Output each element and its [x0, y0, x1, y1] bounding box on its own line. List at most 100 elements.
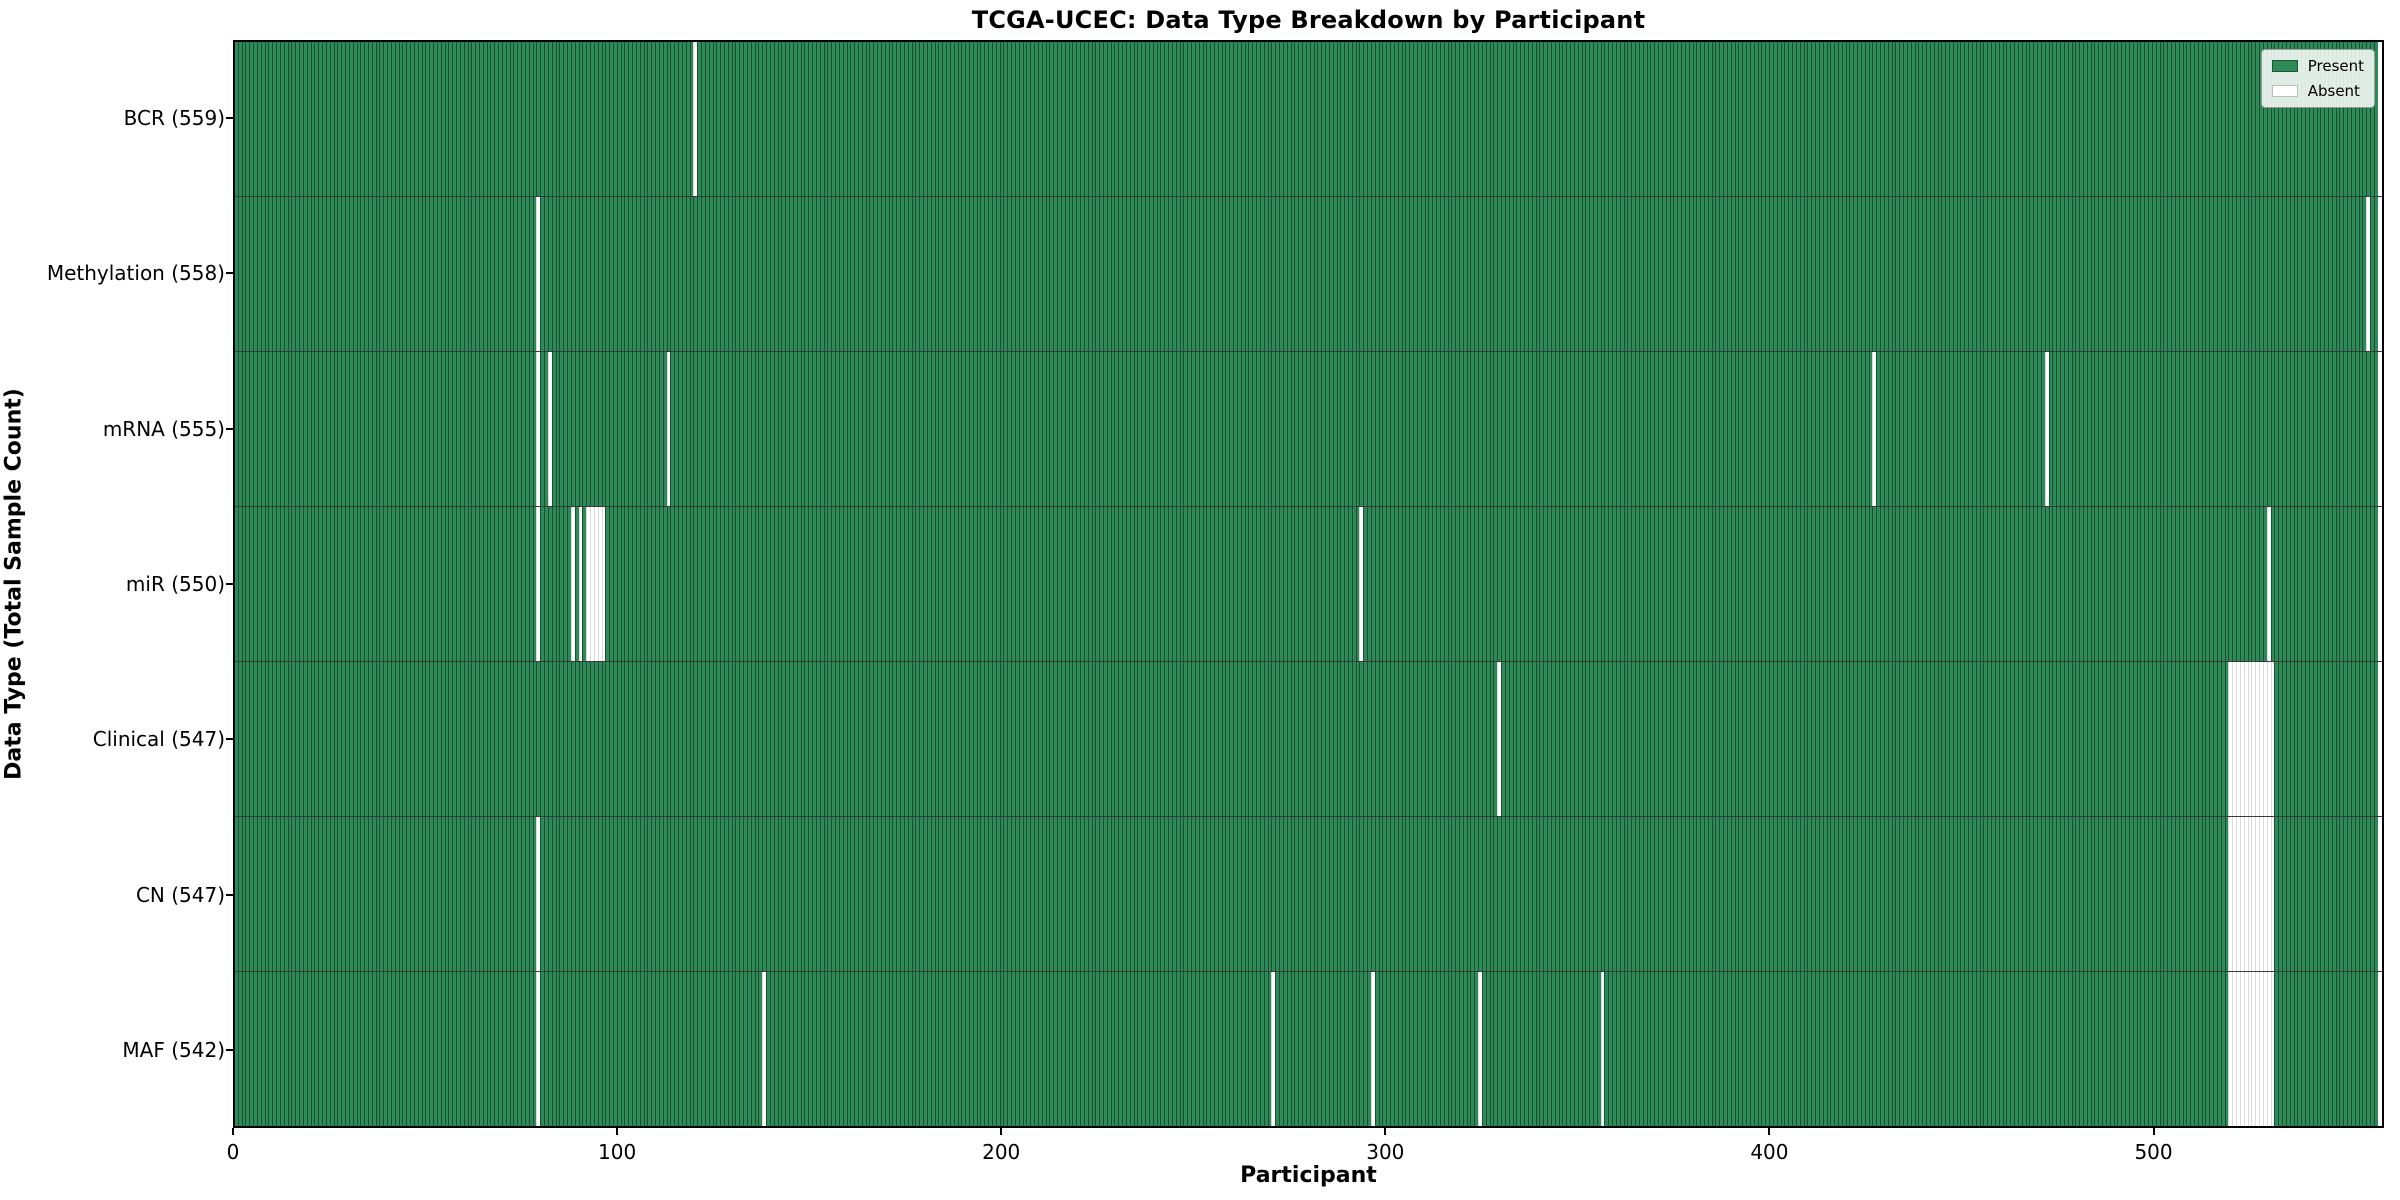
participant-cell: [1776, 662, 1781, 816]
participant-cell: [2102, 352, 2106, 506]
participant-cell: [1393, 817, 1398, 971]
participant-cell: [750, 817, 755, 971]
participant-cell: [1072, 197, 1077, 351]
participant-cell: [1887, 507, 1892, 661]
participant-cell: [647, 42, 652, 196]
participant-cell: [846, 352, 851, 506]
participant-cell: [559, 817, 564, 971]
participant-cell: [1508, 817, 1513, 971]
participant-cell: [1673, 42, 1678, 196]
participant-cell: [310, 662, 315, 816]
participant-cell: [318, 352, 323, 506]
participant-cell: [268, 662, 273, 816]
participant-cell: [1351, 972, 1356, 1126]
participant-cell: [2174, 817, 2179, 971]
participant-cell: [2362, 972, 2367, 1126]
participant-cell: [1053, 972, 1058, 1126]
participant-cell: [624, 42, 629, 196]
participant-cell: [2037, 197, 2041, 351]
participant-cell: [1305, 972, 1310, 1126]
participant-cell: [2148, 972, 2152, 1126]
participant-cell: [612, 662, 617, 816]
participant-cell: [2048, 507, 2053, 661]
participant-cell: [1841, 662, 1846, 816]
participant-cell: [345, 352, 349, 506]
participant-cell: [1769, 507, 1773, 661]
participant-cell: [1757, 507, 1762, 661]
participant-cell: [1194, 972, 1199, 1126]
participant-cell: [513, 817, 518, 971]
participant-cell: [452, 972, 457, 1126]
participant-cell: [942, 197, 947, 351]
participant-cell: [681, 507, 686, 661]
participant-cell: [1658, 352, 1662, 506]
participant-cell: [1455, 662, 1459, 816]
participant-cell: [1011, 972, 1015, 1126]
participant-cell: [348, 662, 353, 816]
participant-cell: [398, 972, 403, 1126]
participant-cell: [1516, 197, 1521, 351]
participant-cell: [295, 817, 300, 971]
participant-cell: [1405, 42, 1410, 196]
participant-cell: [674, 352, 679, 506]
participant-cell: [1202, 662, 1207, 816]
participant-cell: [387, 42, 391, 196]
participant-cell: [1489, 197, 1494, 351]
participant-cell: [1187, 972, 1192, 1126]
participant-cell: [1581, 662, 1586, 816]
participant-cell: [1290, 197, 1295, 351]
participant-cell: [1504, 662, 1509, 816]
participant-cell: [662, 42, 667, 196]
participant-cell: [456, 507, 460, 661]
participant-cell: [517, 972, 522, 1126]
participant-cell: [555, 972, 560, 1126]
participant-cell: [678, 352, 682, 506]
participant-cell: [1780, 507, 1785, 661]
participant-cell: [1405, 507, 1410, 661]
participant-cell: [1849, 197, 1854, 351]
participant-cell: [2324, 972, 2328, 1126]
participant-cell: [609, 662, 613, 816]
participant-cell: [1037, 197, 1042, 351]
participant-cell: [896, 662, 901, 816]
participant-cell: [2056, 42, 2061, 196]
participant-cell: [1619, 662, 1624, 816]
participant-cell: [1776, 352, 1781, 506]
participant-cell: [1991, 662, 1995, 816]
participant-cell: [888, 662, 893, 816]
participant-cell: [1937, 197, 1942, 351]
participant-cell: [861, 197, 866, 351]
participant-cell: [903, 197, 908, 351]
participant-cell: [1455, 972, 1459, 1126]
participant-cell: [620, 972, 625, 1126]
participant-cell: [1956, 352, 1961, 506]
participant-cell: [2239, 662, 2244, 816]
participant-cell: [1202, 507, 1207, 661]
participant-cell: [287, 352, 292, 506]
participant-cell: [1726, 507, 1731, 661]
participant-cell: [264, 662, 269, 816]
participant-cell: [1305, 42, 1310, 196]
participant-cell: [394, 352, 399, 506]
participant-cell: [1325, 662, 1329, 816]
participant-cell: [1535, 507, 1540, 661]
participant-cell: [2224, 972, 2229, 1126]
participant-cell: [769, 662, 774, 816]
participant-cell: [1876, 662, 1881, 816]
participant-cell: [2201, 42, 2206, 196]
participant-cell: [272, 972, 277, 1126]
participant-cell: [1960, 352, 1965, 506]
participant-cell: [999, 352, 1004, 506]
participant-cell: [911, 662, 916, 816]
participant-cell: [911, 42, 916, 196]
participant-cell: [1080, 817, 1084, 971]
participant-cell: [1221, 42, 1226, 196]
participant-cell: [1615, 352, 1620, 506]
participant-cell: [731, 352, 736, 506]
participant-cell: [2067, 352, 2072, 506]
participant-cell: [471, 507, 476, 661]
participant-cell: [1765, 197, 1770, 351]
participant-cell: [1684, 972, 1689, 1126]
participant-cell: [1742, 42, 1747, 196]
participant-cell: [279, 42, 284, 196]
